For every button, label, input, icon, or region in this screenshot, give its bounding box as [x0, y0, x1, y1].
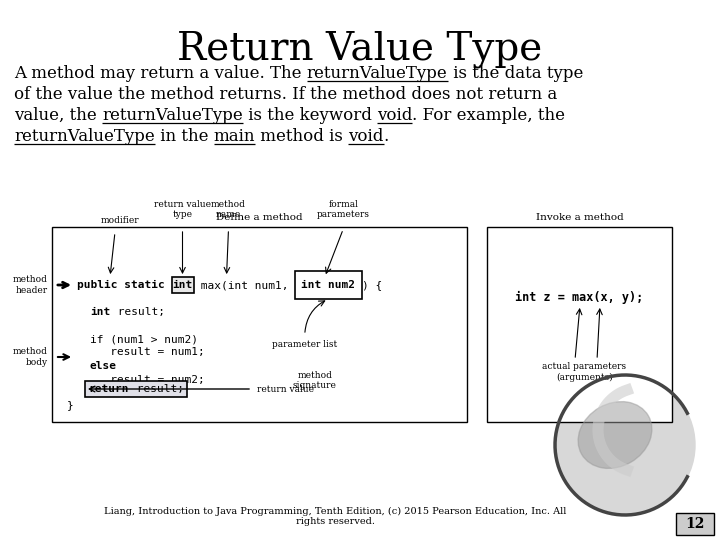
- Text: method
signature: method signature: [293, 371, 337, 390]
- Text: is the keyword: is the keyword: [243, 107, 377, 124]
- Text: result;: result;: [111, 307, 165, 317]
- Text: if (num1 > num2): if (num1 > num2): [90, 334, 198, 344]
- Text: formal
parameters: formal parameters: [317, 200, 370, 219]
- Text: result = num2;: result = num2;: [90, 375, 204, 384]
- Text: else: else: [90, 361, 117, 371]
- Text: is the data type: is the data type: [448, 65, 583, 82]
- Text: returnValueType: returnValueType: [14, 128, 155, 145]
- Text: int: int: [90, 307, 110, 317]
- Text: of the value the method returns. If the method does not return a: of the value the method returns. If the …: [14, 86, 557, 103]
- Text: max(int num1,: max(int num1,: [194, 280, 294, 290]
- Text: max(int num1,: max(int num1,: [194, 280, 294, 290]
- Text: Define a method: Define a method: [216, 213, 303, 222]
- Text: A method may return a value. The: A method may return a value. The: [14, 65, 307, 82]
- Text: Invoke a method: Invoke a method: [536, 213, 624, 222]
- Ellipse shape: [578, 402, 652, 468]
- Text: main: main: [214, 128, 255, 145]
- Bar: [294, 271, 361, 299]
- Text: method
header: method header: [13, 275, 48, 295]
- Text: result = num1;: result = num1;: [90, 348, 204, 357]
- Text: void: void: [377, 107, 413, 124]
- Text: Liang, Introduction to Java Programming, Tenth Edition, (c) 2015 Pearson Educati: Liang, Introduction to Java Programming,…: [104, 507, 566, 526]
- Text: Return Value Type: Return Value Type: [177, 30, 543, 68]
- Text: int num2: int num2: [301, 280, 355, 290]
- Circle shape: [555, 375, 695, 515]
- Text: .: .: [384, 128, 389, 145]
- Text: method
body: method body: [13, 347, 48, 367]
- Text: in the: in the: [155, 128, 214, 145]
- Text: actual parameters
(arguments): actual parameters (arguments): [542, 362, 626, 382]
- Text: return value
type: return value type: [154, 200, 211, 219]
- Text: method
name: method name: [211, 200, 246, 219]
- Text: ) {: ) {: [361, 280, 382, 290]
- Text: }: }: [67, 400, 73, 410]
- Bar: [487, 227, 672, 422]
- Text: value, the: value, the: [14, 107, 102, 124]
- Text: result;: result;: [130, 384, 184, 394]
- Text: returnValueType: returnValueType: [307, 65, 448, 82]
- Text: . For example, the: . For example, the: [413, 107, 565, 124]
- Text: int z = max(x, y);: int z = max(x, y);: [516, 291, 644, 303]
- Text: int: int: [172, 280, 193, 290]
- Text: 12: 12: [685, 517, 705, 531]
- Bar: [52, 227, 467, 422]
- Text: method is: method is: [255, 128, 348, 145]
- Text: returnValueType: returnValueType: [102, 107, 243, 124]
- Text: return value: return value: [257, 384, 314, 394]
- Bar: [85, 381, 187, 397]
- Text: parameter list: parameter list: [272, 340, 338, 349]
- Text: modifier: modifier: [101, 216, 139, 225]
- Text: public static: public static: [77, 280, 171, 290]
- Text: return: return: [88, 384, 128, 394]
- Text: void: void: [348, 128, 384, 145]
- Bar: [171, 277, 194, 293]
- Bar: [676, 513, 714, 535]
- Text: public static: public static: [77, 280, 171, 290]
